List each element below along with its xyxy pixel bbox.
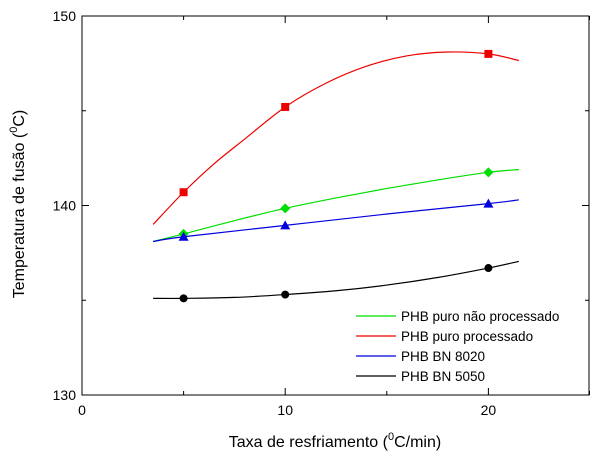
series-1: [152, 167, 519, 243]
x-axis-title: Taxa de resfriamento (0C/min): [229, 431, 441, 451]
legend-item: PHB BN 8020: [356, 349, 485, 364]
x-axis: 0 10 20: [78, 16, 590, 418]
y-tick-label: 150: [53, 8, 77, 24]
y-axis: 130 140 150: [53, 8, 589, 403]
legend-item: PHB puro não processado: [356, 309, 559, 324]
y-tick-label: 140: [53, 198, 77, 214]
data-point: [179, 188, 188, 197]
series-line: [153, 260, 520, 300]
data-point: [178, 231, 189, 241]
series-2: [152, 49, 520, 225]
data-point: [483, 167, 494, 178]
legend-label: PHB puro não processado: [401, 309, 559, 324]
legend-label: PHB BN 5050: [401, 369, 485, 384]
series-line: [152, 168, 519, 243]
legend: PHB puro não processado PHB puro processa…: [356, 309, 559, 384]
legend-label: PHB BN 8020: [401, 349, 485, 364]
data-point: [483, 198, 494, 208]
series-3: [153, 198, 519, 243]
data-point: [281, 290, 290, 299]
data-point: [280, 203, 291, 214]
data-point: [484, 49, 493, 58]
x-tick-label: 0: [78, 402, 86, 418]
y-axis-title: Temperatura de fusão (0C): [8, 110, 28, 298]
y-tick-label: 130: [53, 387, 77, 403]
data-point: [281, 102, 290, 111]
series-layer: [152, 49, 520, 303]
data-point: [179, 294, 188, 303]
series-4: [153, 260, 520, 303]
series-line: [153, 199, 519, 243]
x-tick-label: 20: [481, 402, 497, 418]
legend-item: PHB puro processado: [356, 329, 533, 344]
data-point: [484, 264, 493, 273]
data-point: [280, 220, 291, 230]
series-line: [152, 51, 520, 225]
legend-label: PHB puro processado: [401, 329, 533, 344]
x-tick-label: 10: [277, 402, 293, 418]
legend-item: PHB BN 5050: [356, 369, 485, 384]
